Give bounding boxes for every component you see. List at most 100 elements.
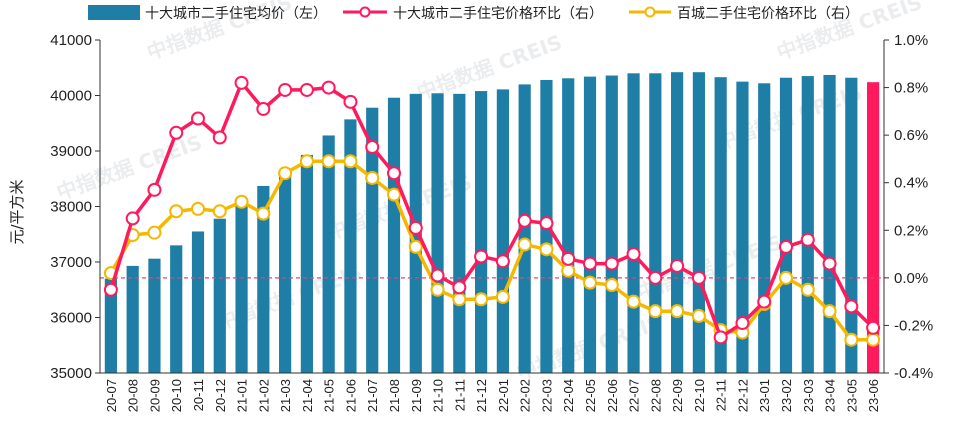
x-tick-label: 23-06 [866,379,881,412]
point-hundred-city-20-12 [212,204,227,219]
point-ten-city-23-06 [866,320,881,335]
legend-swatch-bar [88,5,140,20]
point-hundred-city-22-07 [626,294,641,309]
line-series [103,75,881,347]
point-ten-city-23-02 [779,239,793,254]
x-tick-label: 20-07 [104,379,119,412]
legend-label-bar: 十大城市二手住宅均价（左） [145,5,327,22]
y-right-tick-label: -0.4% [894,365,933,382]
point-hundred-city-22-09 [670,304,685,319]
axes [99,40,885,374]
point-ten-city-22-10 [691,270,706,285]
point-ten-city-22-06 [604,256,619,271]
bar-21-11 [453,93,466,374]
point-ten-city-21-07 [365,140,380,155]
bar-20-07 [104,278,117,373]
point-ten-city-23-03 [800,232,815,247]
point-ten-city-21-05 [321,80,336,95]
point-hundred-city-22-05 [583,275,597,290]
bar-21-02 [257,185,270,373]
point-ten-city-22-08 [648,270,663,285]
bar-series [104,72,880,374]
x-tick-label: 22-07 [627,379,642,412]
x-tick-label: 22-09 [670,379,685,412]
x-tick-label: 21-04 [300,379,315,412]
point-hundred-city-21-08 [387,187,401,202]
point-hundred-city-22-06 [604,277,619,292]
x-tick-label: 22-02 [518,379,533,412]
bar-21-01 [235,202,248,373]
point-hundred-city-21-07 [365,170,380,185]
bar-21-05 [322,135,335,373]
x-tick-label: 21-10 [431,379,446,412]
point-ten-city-21-08 [387,166,401,181]
x-tick-label: 22-08 [648,379,663,412]
y-left-tick-label: 35000 [50,365,92,382]
point-ten-city-21-02 [256,101,271,116]
bar-20-08 [126,265,139,373]
x-tick-label: 23-04 [823,379,838,412]
bar-21-04 [300,154,313,373]
point-hundred-city-20-10 [169,204,184,219]
point-ten-city-21-10 [430,268,445,283]
point-ten-city-21-03 [278,82,293,97]
point-ten-city-22-05 [583,256,597,271]
point-hundred-city-21-11 [452,292,467,307]
point-ten-city-21-12 [474,249,489,264]
x-tick-label: 21-07 [365,379,380,412]
x-tick-label: 21-08 [387,379,402,412]
x-tick-label: 22-06 [605,379,620,412]
point-hundred-city-22-04 [561,263,576,278]
y-right-tick-label: 0.8% [894,80,928,97]
y-right-tick-label: 0.2% [894,222,928,239]
bar-21-12 [475,91,488,373]
y-right-tick-label: 1.0% [894,32,928,49]
point-hundred-city-21-06 [343,154,358,169]
x-tick-label: 22-10 [692,379,707,412]
x-tick-label: 22-04 [561,379,576,412]
point-ten-city-21-09 [408,220,423,235]
point-hundred-city-21-04 [299,154,314,169]
bar-22-11 [714,77,727,373]
bar-23-05 [845,77,858,374]
point-hundred-city-22-01 [495,289,510,304]
bar-21-10 [431,93,444,373]
point-hundred-city-23-02 [779,270,793,285]
x-tick-label: 23-01 [757,379,772,412]
point-ten-city-22-11 [713,330,728,345]
x-tick-label: 23-03 [801,379,816,412]
point-hundred-city-23-04 [822,304,837,319]
point-hundred-city-23-05 [844,332,859,347]
bar-22-10 [692,72,705,373]
legend-marker-hundred-city [644,6,656,18]
y-left-tick-label: 38000 [50,199,92,216]
bar-22-06 [605,75,618,374]
x-tick-label: 20-08 [126,379,141,412]
point-hundred-city-21-03 [278,166,293,181]
bar-22-08 [649,73,662,374]
point-ten-city-21-04 [299,82,314,97]
x-tick-label: 21-05 [322,379,337,412]
y-right-tick-label: 0.6% [894,127,928,144]
legend-marker-ten-city [359,6,371,18]
legend: 十大城市二手住宅均价（左） 十大城市二手住宅价格环比（右） 百城二手住宅价格环比… [88,5,859,22]
bar-23-04 [823,74,836,373]
y-left-tick-label: 40000 [50,88,92,105]
bar-23-06 [867,82,880,374]
point-hundred-city-22-03 [539,242,554,257]
bar-21-03 [279,170,292,373]
bar-22-02 [518,84,531,374]
point-ten-city-20-10 [169,125,184,140]
bar-22-01 [496,89,509,374]
y-right-tick-label: -0.2% [894,317,933,334]
point-ten-city-22-03 [539,216,554,231]
y-axis-right: -0.4% -0.2% 0.0% 0.2% 0.4% 0.6% 0.8% 1.0% [884,32,933,382]
point-hundred-city-21-10 [430,282,445,297]
point-hundred-city-22-10 [691,308,706,323]
point-hundred-city-21-09 [408,239,423,254]
bar-23-03 [801,76,814,373]
point-ten-city-23-01 [757,294,772,309]
point-ten-city-22-04 [561,251,576,266]
point-ten-city-21-06 [343,94,358,109]
